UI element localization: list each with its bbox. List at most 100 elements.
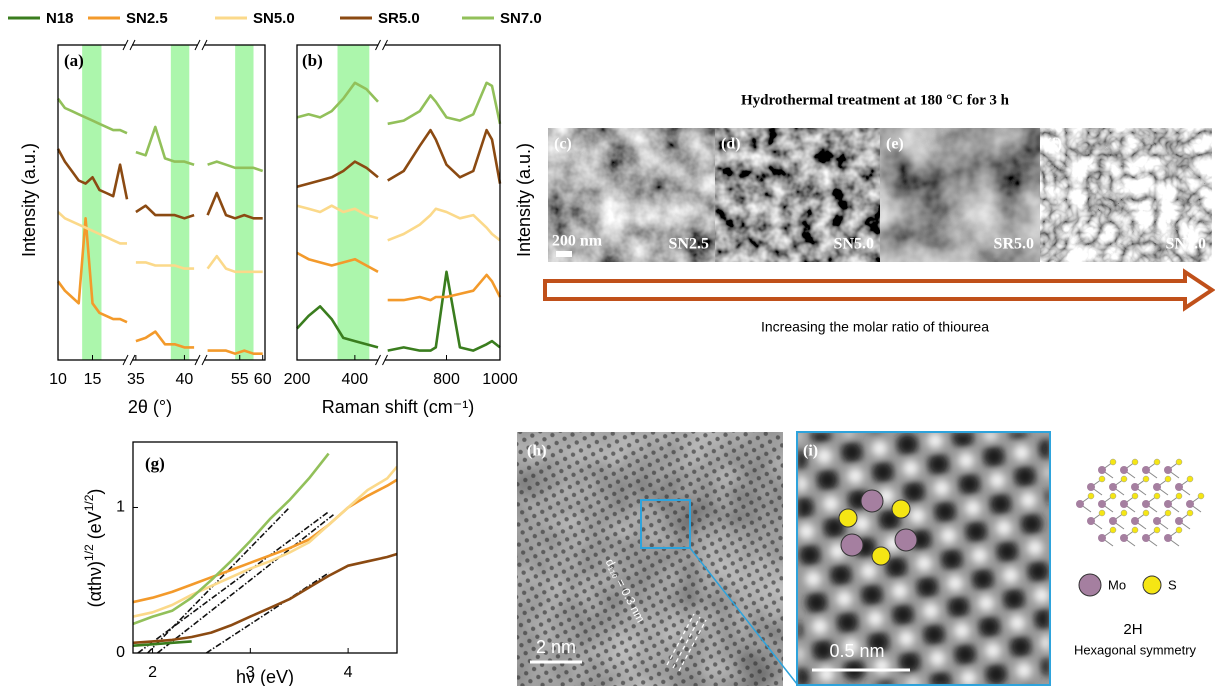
mo-atom (1142, 466, 1150, 474)
x-tick-label: 1000 (482, 371, 518, 388)
sample-label: SR5.0 (994, 236, 1034, 253)
s-atom (1088, 493, 1094, 499)
s-atom (1154, 459, 1160, 465)
panel-label: (e) (886, 136, 904, 153)
s-marker (892, 500, 910, 518)
mo-marker (895, 529, 917, 551)
s-atom (1187, 476, 1193, 482)
series-line (133, 454, 329, 624)
axis-break-gap (126, 358, 132, 362)
sample-label: SN2.5 (669, 236, 709, 253)
mo-atom (1098, 500, 1106, 508)
mo-atom (1186, 500, 1194, 508)
structure-diagram (1076, 459, 1204, 546)
mo-atom (1098, 534, 1106, 542)
series-line (297, 83, 500, 124)
x-tick-label: 40 (176, 371, 194, 388)
symmetry-label: Hexagonal symmetry (1074, 642, 1197, 657)
y-label-part: (αthν) (85, 561, 105, 607)
mo-atom (1120, 500, 1128, 508)
scale-label: 200 nm (552, 233, 603, 250)
s-atom (1099, 510, 1105, 516)
figure: 10 15 35 40 55 60 (a) 2θ (°) Intensity (a.u.) 200… (0, 0, 1215, 686)
fit-line (157, 515, 333, 653)
s-atom (1143, 510, 1149, 516)
s-atom (1132, 459, 1138, 465)
mo-atom (1109, 517, 1117, 525)
axis-break-gap (379, 43, 385, 47)
s-marker (839, 509, 857, 527)
phase-label: 2H (1123, 621, 1142, 638)
s-key (1143, 576, 1161, 594)
scale-bar (556, 251, 572, 257)
sample-label: SN7.0 (1166, 236, 1206, 253)
s-atom (1099, 476, 1105, 482)
s-atom (1165, 510, 1171, 516)
legend-label: N18 (46, 10, 74, 27)
sample-label: SN5.0 (834, 236, 874, 253)
mo-atom (1175, 483, 1183, 491)
s-atom (1143, 476, 1149, 482)
s-atom (1132, 527, 1138, 533)
mo-key (1079, 574, 1101, 596)
mo-label: Mo (1108, 577, 1126, 592)
mo-atom (1175, 517, 1183, 525)
scale-label: 0.5 nm (829, 641, 884, 661)
panel-label: (i) (803, 443, 818, 460)
s-atom (1176, 527, 1182, 533)
legend-label: SN7.0 (500, 10, 542, 27)
mo-atom (1076, 500, 1084, 508)
s-atom (1154, 527, 1160, 533)
mo-atom (1142, 534, 1150, 542)
y-label-part: ) (85, 489, 105, 495)
mo-atom (1087, 483, 1095, 491)
y-label-sup: 1/2 (82, 494, 96, 511)
series-group (133, 454, 397, 653)
series-group (297, 83, 500, 351)
x-tick-label: 400 (342, 371, 369, 388)
x-tick-label: 800 (433, 371, 460, 388)
x-axis-label: hν (eV) (236, 667, 294, 686)
x-tick-label: 35 (127, 371, 145, 388)
x-tick-label: 10 (49, 371, 67, 388)
y-axis-label: Intensity (a.u.) (19, 143, 39, 257)
mo-atom (1087, 517, 1095, 525)
axis-break-gap (379, 358, 385, 362)
x-tick-label: 55 (231, 371, 249, 388)
highlight-band (338, 45, 370, 360)
series-line (297, 206, 500, 241)
s-atom (1110, 459, 1116, 465)
s-atom (1176, 493, 1182, 499)
s-atom (1165, 476, 1171, 482)
x-tick-label: 200 (284, 371, 311, 388)
mo-atom (1131, 517, 1139, 525)
panel-label: (a) (64, 51, 84, 70)
s-atom (1132, 493, 1138, 499)
x-tick-label: 4 (344, 664, 353, 681)
arrow (545, 272, 1212, 308)
fit-line (138, 512, 329, 653)
mo-marker (841, 534, 863, 556)
panel-label: (g) (145, 454, 165, 473)
s-marker (872, 547, 890, 565)
y-axis-label: (αthν)1/2 (eV1/2) (82, 489, 105, 608)
x-tick-label: 60 (254, 371, 272, 388)
series-line (133, 554, 397, 643)
panel-label: (f) (1046, 136, 1062, 153)
mo-marker (861, 490, 883, 512)
panel-label: (h) (527, 443, 547, 460)
panel: 10 15 35 40 55 60 (a) 2θ (°) Intensity (a.u.) (19, 40, 272, 417)
y-label-part: (eV (85, 511, 105, 544)
x-axis-label: 2θ (°) (128, 397, 172, 417)
mo-atom (1120, 466, 1128, 474)
x-tick-label: 15 (84, 371, 102, 388)
highlight-band (171, 45, 189, 360)
mo-atom (1109, 483, 1117, 491)
plot-frame (133, 442, 397, 653)
mo-atom (1153, 483, 1161, 491)
s-label: S (1168, 577, 1177, 592)
sem-title: Hydrothermal treatment at 180 °C for 3 h (741, 92, 1010, 108)
series-line (297, 253, 500, 300)
series-line (297, 130, 500, 187)
